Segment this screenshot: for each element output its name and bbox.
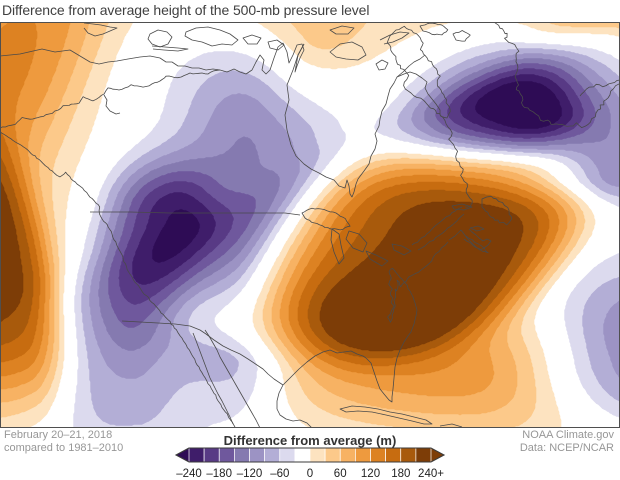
svg-text:180: 180 bbox=[391, 468, 410, 480]
svg-text:–180: –180 bbox=[206, 468, 232, 480]
svg-text:60: 60 bbox=[334, 468, 347, 480]
svg-text:0: 0 bbox=[307, 468, 313, 480]
svg-text:–120: –120 bbox=[237, 468, 263, 480]
svg-text:240+: 240+ bbox=[418, 468, 444, 480]
svg-text:–240: –240 bbox=[176, 468, 202, 480]
svg-text:–60: –60 bbox=[270, 468, 289, 480]
svg-text:120: 120 bbox=[361, 468, 380, 480]
